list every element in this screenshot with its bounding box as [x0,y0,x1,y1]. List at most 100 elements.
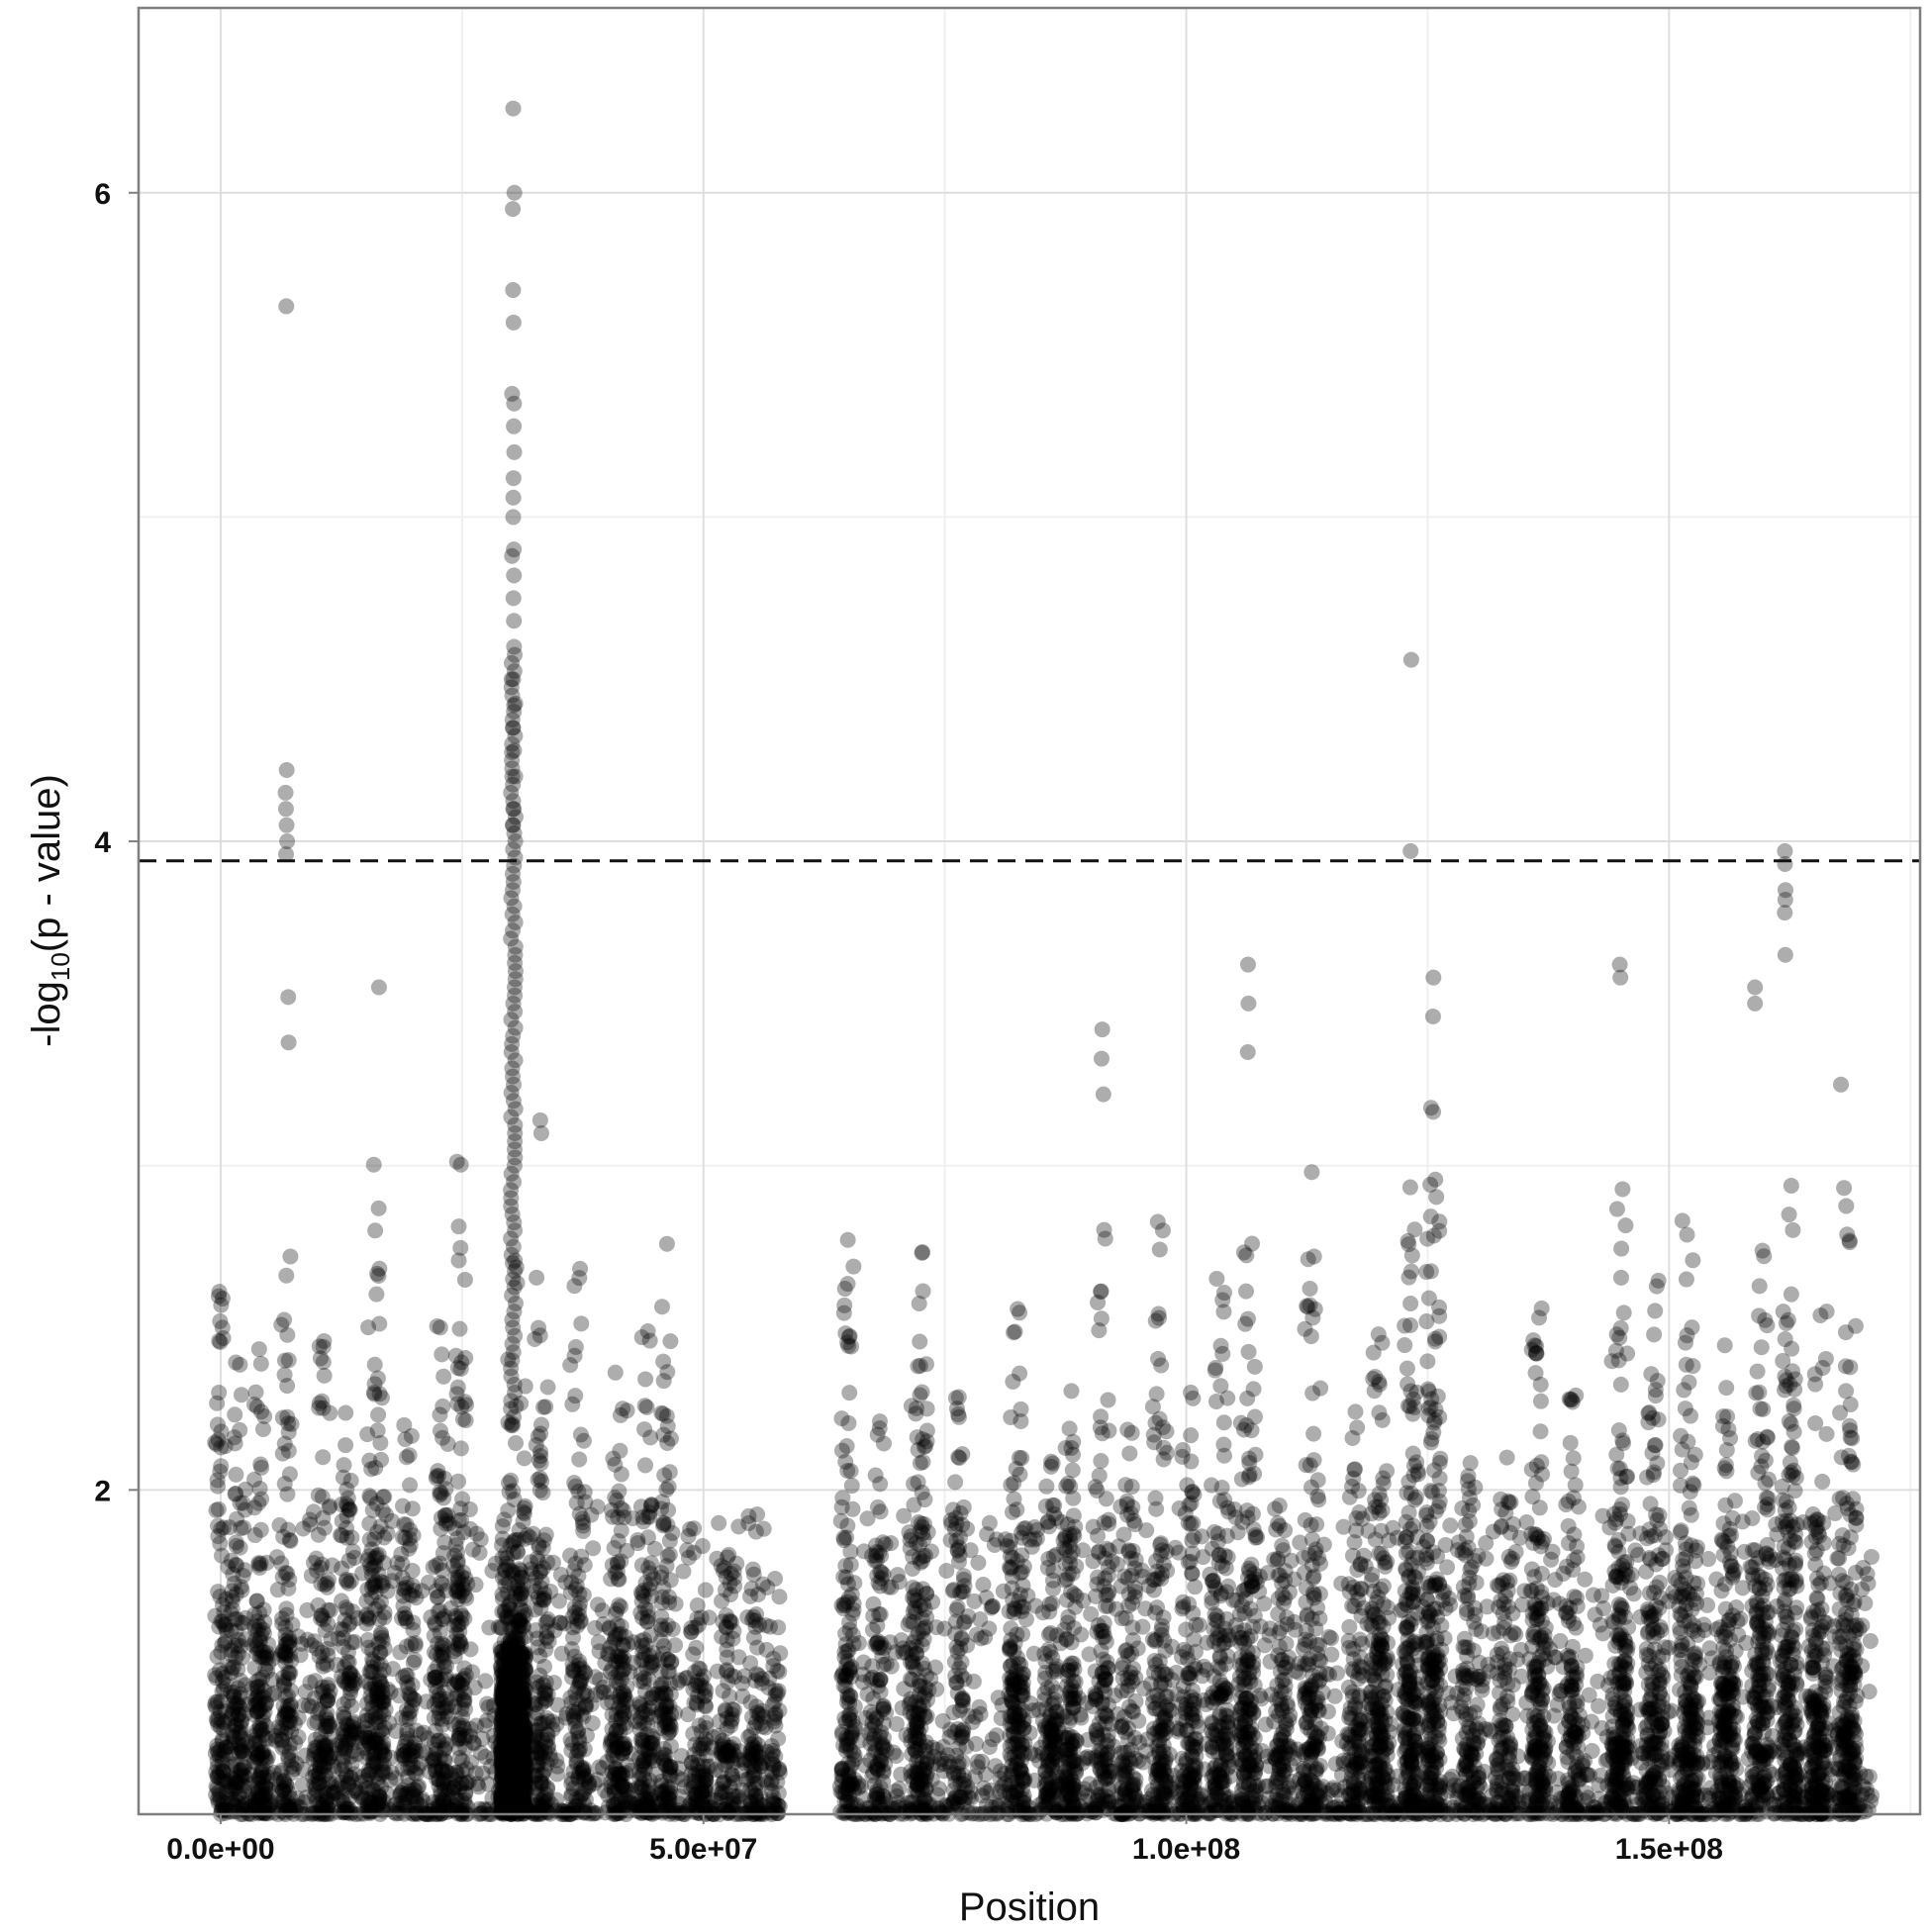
snp-point [320,1776,337,1792]
snp-point [450,1473,467,1490]
snp-point [366,1578,383,1594]
snp-point [388,1795,405,1812]
snp-point [276,1435,293,1452]
snp-point [434,1346,450,1363]
snp-point [451,1633,468,1650]
snp-point [225,1685,241,1701]
snp-point [432,1484,448,1500]
snp-point [1584,1743,1600,1760]
snp-point [396,1798,413,1815]
snp-point [1625,1586,1642,1602]
snp-point [249,1679,266,1695]
snp-point [253,1787,270,1803]
snp-point [396,1583,413,1599]
snp-point [335,1629,351,1646]
snp-point [300,1697,317,1714]
snp-point [209,1395,226,1411]
snp-point [364,1699,381,1716]
snp-point [209,1416,226,1433]
snp-point [241,1791,258,1808]
snp-point [289,1790,306,1807]
snp-point [210,1517,227,1534]
snp-point [594,1602,611,1619]
snp-point [251,1633,268,1650]
snp-point [265,1804,282,1821]
snp-point [212,1463,229,1480]
snp-point [323,1631,339,1648]
snp-point [361,1735,378,1752]
snp-point [295,1697,312,1714]
snp-point [376,1529,393,1546]
snp-point [302,1511,319,1528]
snp-point [246,1618,263,1635]
snp-point [406,1764,423,1781]
snp-point [453,1607,470,1624]
snp-point [1591,1697,1607,1714]
snp-point [367,1574,384,1591]
snp-point [398,1579,415,1595]
snp-point [369,1655,386,1672]
snp-point [224,1704,241,1721]
snp-point [261,1797,278,1814]
snp-point [327,1745,343,1762]
snp-point [1862,1633,1879,1650]
snp-point [214,1319,231,1336]
snp-point [431,1797,447,1814]
snp-point [494,1517,511,1534]
snp-point [249,1797,266,1814]
snp-point [403,1427,420,1444]
snp-point [1863,1792,1880,1809]
snp-point [346,1781,363,1797]
snp-point [399,1674,416,1690]
snp-point [263,1687,280,1703]
snp-point [219,1774,236,1790]
snp-point [227,1772,243,1788]
snp-point [245,1797,262,1814]
snp-point [281,1647,298,1664]
snp-point [505,1563,522,1580]
snp-point [360,1319,377,1336]
snp-point [246,1727,263,1744]
snp-point [287,1734,304,1751]
snp-point [334,1668,350,1685]
snp-point [379,1681,396,1697]
snp-point [407,1637,424,1654]
snp-point [210,1500,227,1517]
snp-point [356,1789,373,1806]
snp-point [299,1601,316,1618]
snp-point [230,1793,246,1810]
snp-point [321,1773,338,1789]
snp-point [371,1788,388,1805]
snp-point [1442,1596,1459,1613]
snp-point [325,1786,341,1802]
snp-point [252,1723,269,1740]
snp-point [333,1789,349,1806]
snp-point [697,1582,714,1598]
snp-point [280,1670,297,1687]
snp-point [249,1785,266,1801]
snp-point [382,1772,399,1788]
snp-point [247,1734,264,1751]
snp-point [280,1748,297,1765]
snp-point [403,1636,420,1653]
snp-point [316,1367,333,1384]
snp-point [981,1620,998,1637]
snp-point [298,1789,315,1806]
snp-point [432,1750,448,1767]
snp-point [1442,1517,1459,1534]
snp-point [330,1630,346,1647]
snp-point [359,1712,376,1729]
snp-point [370,1566,387,1583]
snp-point [432,1422,448,1439]
snp-point [377,1701,394,1718]
snp-point [772,1645,789,1662]
snp-point [237,1501,253,1518]
snp-point [348,1609,365,1626]
snp-point [282,1713,299,1730]
snp-point [292,1647,309,1664]
snp-point [347,1783,364,1799]
snp-point [295,1520,312,1537]
snp-point [260,1785,277,1801]
snp-point [250,1789,267,1806]
snp-point [401,1447,418,1464]
